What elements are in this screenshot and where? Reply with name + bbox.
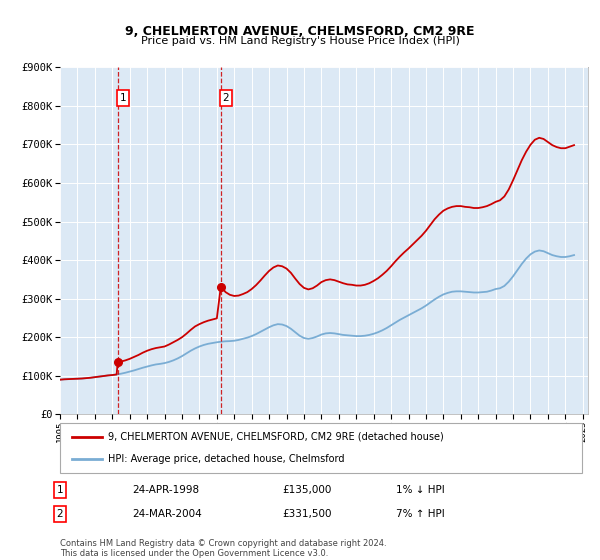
Text: 7% ↑ HPI: 7% ↑ HPI	[396, 509, 445, 519]
Text: Price paid vs. HM Land Registry's House Price Index (HPI): Price paid vs. HM Land Registry's House …	[140, 36, 460, 46]
Text: 1: 1	[119, 93, 126, 103]
Text: Contains HM Land Registry data © Crown copyright and database right 2024.
This d: Contains HM Land Registry data © Crown c…	[60, 539, 386, 558]
Text: £135,000: £135,000	[282, 485, 331, 495]
Text: 1% ↓ HPI: 1% ↓ HPI	[396, 485, 445, 495]
Text: 2: 2	[56, 509, 64, 519]
Text: 9, CHELMERTON AVENUE, CHELMSFORD, CM2 9RE (detached house): 9, CHELMERTON AVENUE, CHELMSFORD, CM2 9R…	[108, 432, 444, 442]
Text: 1: 1	[56, 485, 64, 495]
Text: 2: 2	[223, 93, 229, 103]
Text: 9, CHELMERTON AVENUE, CHELMSFORD, CM2 9RE: 9, CHELMERTON AVENUE, CHELMSFORD, CM2 9R…	[125, 25, 475, 38]
Text: HPI: Average price, detached house, Chelmsford: HPI: Average price, detached house, Chel…	[108, 454, 344, 464]
Text: £331,500: £331,500	[282, 509, 331, 519]
Text: 24-MAR-2004: 24-MAR-2004	[132, 509, 202, 519]
Text: 24-APR-1998: 24-APR-1998	[132, 485, 199, 495]
